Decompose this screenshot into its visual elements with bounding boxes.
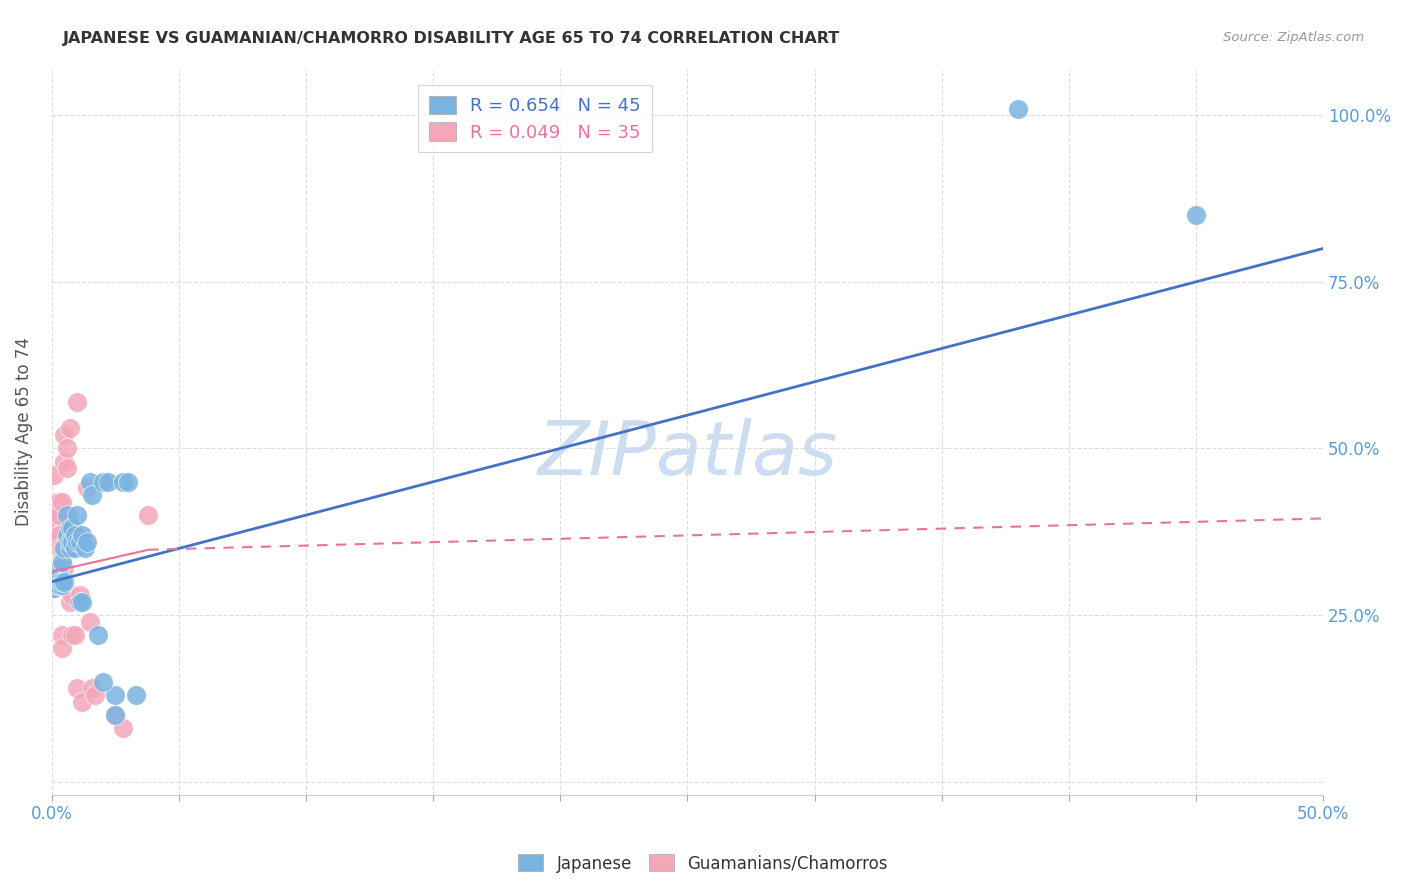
Point [1185, 208, 1208, 222]
Point [51, 628, 73, 642]
Point [69, 595, 91, 609]
Text: ZIPatlas: ZIPatlas [537, 417, 838, 490]
Point [63, 541, 86, 556]
Point [111, 722, 134, 736]
Point [84, 688, 107, 702]
Point [48, 541, 70, 556]
Point [73, 541, 96, 556]
Point [58, 541, 80, 556]
Point [44, 574, 66, 589]
Point [76, 482, 98, 496]
Point [51, 555, 73, 569]
Point [91, 674, 114, 689]
Point [63, 628, 86, 642]
Point [51, 641, 73, 656]
Point [48, 578, 70, 592]
Legend: Japanese, Guamanians/Chamorros: Japanese, Guamanians/Chamorros [512, 847, 894, 880]
Point [45, 495, 67, 509]
Point [45, 521, 67, 535]
Point [60, 628, 83, 642]
Point [53, 455, 76, 469]
Point [72, 528, 94, 542]
Point [1007, 102, 1029, 116]
Point [48, 568, 70, 582]
Point [56, 528, 79, 542]
Point [86, 628, 108, 642]
Point [51, 574, 73, 589]
Point [48, 508, 70, 522]
Point [138, 508, 160, 522]
Point [53, 561, 76, 575]
Point [44, 582, 66, 596]
Point [44, 582, 66, 596]
Point [53, 541, 76, 556]
Point [45, 574, 67, 589]
Legend: R = 0.654   N = 45, R = 0.049   N = 35: R = 0.654 N = 45, R = 0.049 N = 35 [418, 85, 652, 153]
Point [58, 421, 80, 435]
Point [58, 521, 80, 535]
Point [48, 561, 70, 575]
Point [56, 461, 79, 475]
Point [48, 574, 70, 589]
Point [111, 475, 134, 489]
Point [51, 578, 73, 592]
Point [82, 681, 104, 696]
Point [45, 568, 67, 582]
Point [51, 541, 73, 556]
Point [91, 475, 114, 489]
Point [69, 588, 91, 602]
Point [72, 695, 94, 709]
Point [76, 534, 98, 549]
Point [56, 508, 79, 522]
Point [56, 442, 79, 456]
Point [72, 595, 94, 609]
Point [66, 681, 89, 696]
Point [58, 534, 80, 549]
Point [45, 508, 67, 522]
Point [79, 475, 101, 489]
Text: JAPANESE VS GUAMANIAN/CHAMORRO DISABILITY AGE 65 TO 74 CORRELATION CHART: JAPANESE VS GUAMANIAN/CHAMORRO DISABILIT… [63, 31, 841, 46]
Point [58, 595, 80, 609]
Point [63, 528, 86, 542]
Y-axis label: Disability Age 65 to 74: Disability Age 65 to 74 [15, 337, 32, 526]
Point [60, 588, 83, 602]
Point [53, 574, 76, 589]
Point [45, 528, 67, 542]
Point [104, 708, 127, 723]
Point [69, 534, 91, 549]
Point [53, 428, 76, 442]
Point [48, 528, 70, 542]
Point [45, 578, 67, 592]
Point [104, 688, 127, 702]
Point [60, 534, 83, 549]
Point [79, 615, 101, 629]
Point [124, 688, 146, 702]
Point [82, 488, 104, 502]
Point [51, 495, 73, 509]
Text: Source: ZipAtlas.com: Source: ZipAtlas.com [1223, 31, 1364, 45]
Point [44, 468, 66, 483]
Point [60, 521, 83, 535]
Point [48, 495, 70, 509]
Point [66, 394, 89, 409]
Point [104, 708, 127, 723]
Point [117, 475, 139, 489]
Point [66, 508, 89, 522]
Point [97, 475, 120, 489]
Point [66, 534, 89, 549]
